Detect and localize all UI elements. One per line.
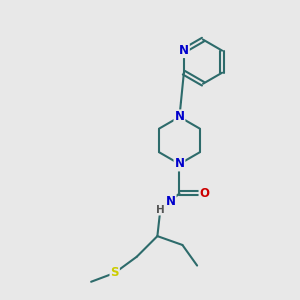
- Text: H: H: [156, 205, 165, 214]
- Text: O: O: [200, 187, 209, 200]
- Text: S: S: [110, 266, 119, 279]
- Text: N: N: [175, 158, 184, 170]
- Text: N: N: [179, 44, 189, 57]
- Text: N: N: [166, 195, 176, 208]
- Text: N: N: [175, 110, 184, 123]
